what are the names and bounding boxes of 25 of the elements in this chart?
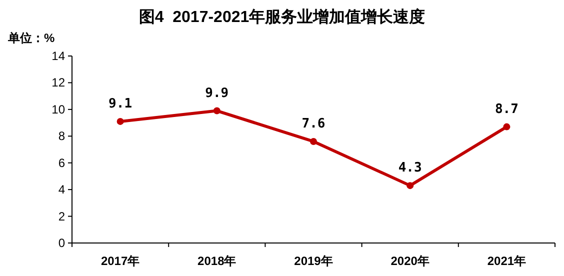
chart-title: 图4 2017-2021年服务业增加值增长速度: [138, 7, 426, 26]
data-label: 9.9: [205, 86, 229, 101]
y-tick-label: 4: [58, 182, 66, 197]
y-tick-label: 6: [58, 156, 66, 170]
data-label: 4.3: [398, 160, 422, 176]
y-tick-label: 10: [52, 102, 66, 116]
y-tick-label: 14: [52, 49, 66, 63]
point: [310, 138, 317, 145]
y-tick-label: 12: [52, 76, 66, 90]
point: [213, 107, 220, 114]
x-tick-label: 2017年: [100, 254, 140, 268]
point: [406, 182, 414, 190]
data-label: 8.7: [494, 102, 518, 117]
y-tick-label: 8: [58, 129, 66, 144]
x-tick-label: 2018年: [198, 254, 236, 268]
x-tick-label: 2020年: [390, 254, 430, 268]
data-label: 9.1: [108, 96, 132, 112]
y-axis-title: 单位：%: [7, 31, 55, 45]
point: [503, 123, 510, 130]
y-tick-label: 0: [58, 236, 66, 250]
x-tick-label: 2021年: [487, 254, 526, 268]
point: [116, 118, 124, 125]
data-label: 7.6: [302, 116, 326, 132]
y-tick-label: 2: [58, 209, 66, 224]
x-tick-label: 2019年: [294, 254, 333, 268]
